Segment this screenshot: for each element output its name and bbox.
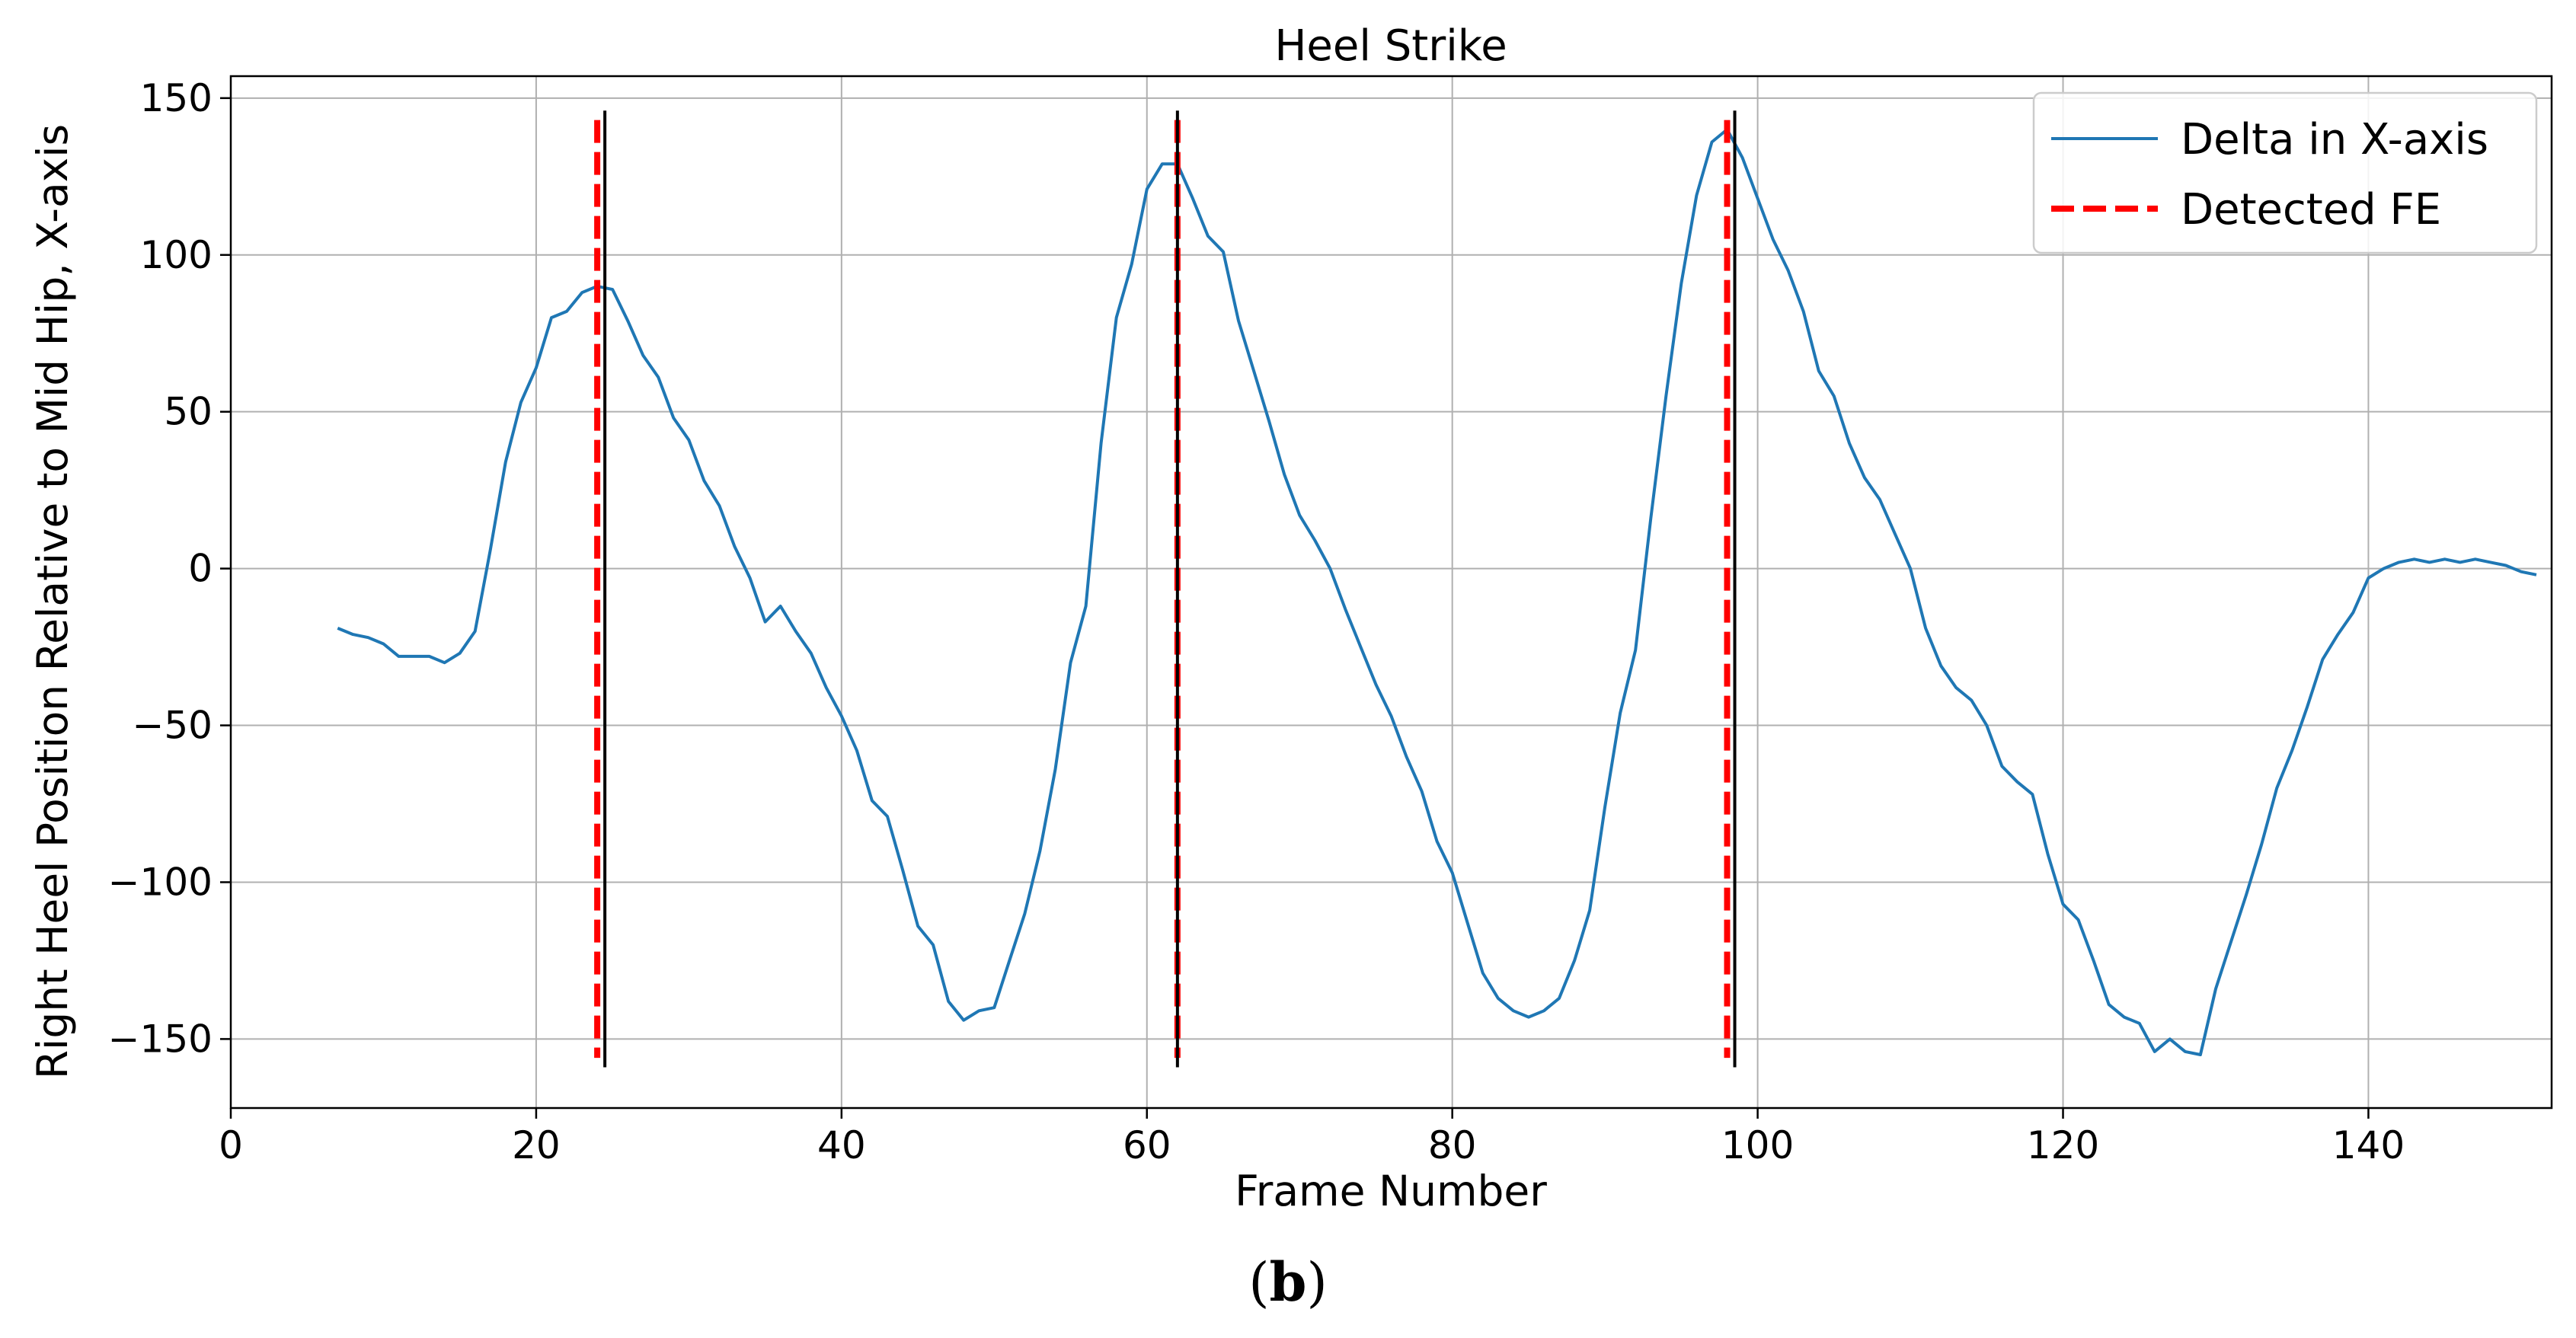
chart-title: Heel Strike: [1274, 21, 1507, 71]
y-tick-label: 100: [140, 233, 213, 277]
x-tick-label: 0: [219, 1123, 243, 1167]
detected-lines: [594, 120, 1731, 1059]
x-tick-label: 140: [2332, 1123, 2405, 1167]
x-tick-label: 40: [817, 1123, 866, 1167]
legend-label-detected: Detected FE: [2181, 185, 2441, 235]
x-tick-label: 80: [1428, 1123, 1477, 1167]
caption-close-paren: ): [1306, 1251, 1327, 1314]
caption-letter: b: [1270, 1250, 1307, 1314]
y-tick-label: −150: [108, 1017, 213, 1061]
x-axis-title: Frame Number: [1235, 1167, 1547, 1215]
x-tick-label: 20: [512, 1123, 561, 1167]
plot-frame: [229, 75, 2553, 1110]
y-tick-label: 0: [188, 547, 213, 591]
y-axis-title: Right Heel Position Relative to Mid Hip,…: [28, 124, 77, 1079]
y-tick-label: −100: [108, 860, 213, 904]
legend-label-delta: Delta in X-axis: [2181, 115, 2488, 164]
legend: Delta in X-axis Detected FE: [2032, 91, 2538, 254]
y-tick-label: −50: [132, 704, 213, 748]
x-tick-label: 120: [2027, 1123, 2099, 1167]
legend-box: [2032, 91, 2538, 254]
caption-open-paren: (: [1248, 1251, 1269, 1314]
grid-lines: [230, 76, 2552, 1108]
y-ticks: 150 100 50 0 −50 −100 −150: [108, 76, 231, 1061]
y-tick-label: 150: [140, 76, 213, 120]
x-tick-label: 100: [1721, 1123, 1794, 1167]
series-line-delta-x: [337, 128, 2537, 1056]
x-ticks: 0 20 40 60 80 100 120 140: [219, 1108, 2405, 1167]
y-tick-label: 50: [164, 390, 213, 434]
series-layer: [337, 128, 2537, 1056]
figure-caption: (b): [1248, 1250, 1328, 1314]
reference-lines: [603, 110, 1737, 1068]
x-tick-label: 60: [1123, 1123, 1171, 1167]
